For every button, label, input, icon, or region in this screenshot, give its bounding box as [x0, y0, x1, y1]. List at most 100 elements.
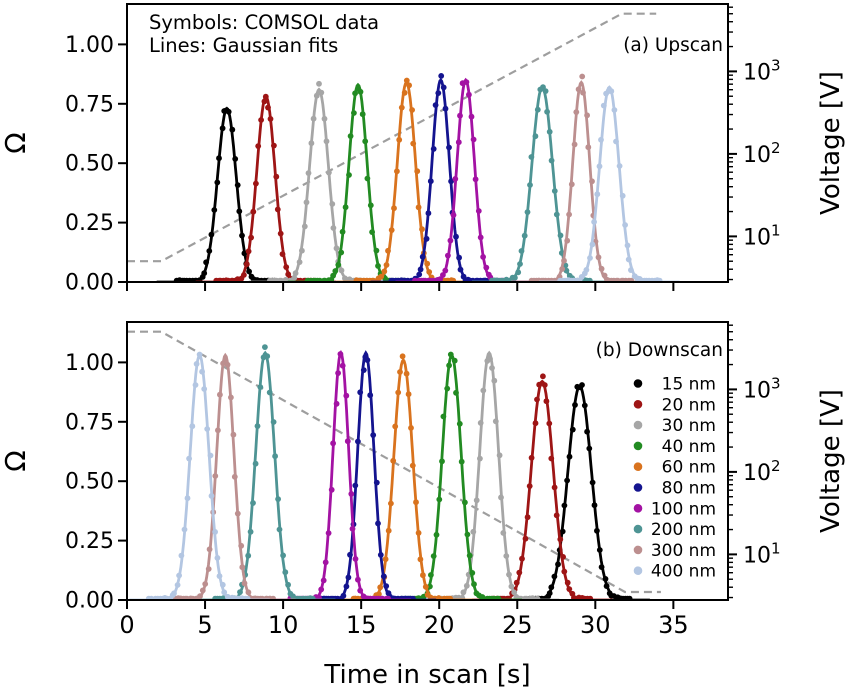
y-tick-label: 1.00: [65, 33, 114, 58]
legend-item-100nm: 100 nm: [633, 499, 716, 519]
scatter-b-60nm: [350, 353, 453, 600]
voltage-tick-label: 101: [743, 221, 781, 250]
panel-b-frame: [126, 321, 729, 601]
y-tick-label: 0.00: [65, 589, 114, 614]
y-tick-label: 0.75: [65, 92, 114, 117]
gaussian-fit-a-200nm: [472, 85, 613, 282]
x-axis-label: Time in scan [s]: [324, 660, 531, 690]
annotation: Symbols: COMSOL data Lines: Gaussian fit…: [149, 11, 379, 57]
gaussian-fit-a-100nm: [395, 77, 536, 282]
x-tick-label: 15: [346, 611, 377, 639]
y-tick-label: 0.25: [65, 529, 114, 554]
gaussian-fit-a-60nm: [336, 80, 477, 282]
scatter-a-40nm: [304, 85, 408, 282]
gaussian-fit-b-80nm: [295, 350, 437, 600]
legend-item-80nm: 80 nm: [633, 479, 716, 499]
y-tick-label: 1.00: [65, 351, 114, 376]
voltage-tick-label: 102: [743, 457, 781, 486]
y-tick-label: 0.00: [65, 271, 114, 296]
legend-item-200nm: 200 nm: [633, 520, 716, 540]
scatter-a-100nm: [412, 79, 516, 282]
voltage-axis-label-panel-a: Voltage [V]: [816, 71, 846, 215]
y-tick-label: 0.50: [65, 152, 114, 177]
legend-label: 40 nm: [662, 437, 716, 457]
x-tick-label: 5: [197, 611, 212, 639]
legend-item-300nm: 300 nm: [633, 541, 716, 561]
legend-marker-60nm: [633, 462, 643, 472]
panel-a-content: [127, 12, 680, 282]
legend-item-60nm: 60 nm: [633, 458, 716, 478]
x-tick-label: 25: [502, 611, 533, 639]
gaussian-fit-b-20nm: [472, 379, 613, 600]
gaussian-fit-b-30nm: [418, 350, 560, 600]
scatter-b-30nm: [435, 356, 541, 600]
y-axis-label-panel-b: Ω: [0, 450, 32, 472]
legend-label: 30 nm: [662, 416, 716, 436]
gaussian-fit-a-15nm: [156, 106, 298, 282]
gaussian-fit-a-400nm: [539, 85, 680, 282]
gaussian-fit-a-80nm: [370, 77, 511, 282]
legend-label: 100 nm: [651, 499, 716, 519]
legend-item-15nm: 15 nm: [633, 375, 716, 395]
annotation-line-1: Symbols: COMSOL data: [149, 11, 380, 34]
legend-item-400nm: 400 nm: [633, 562, 716, 582]
y-tick-label: 0.25: [65, 211, 114, 236]
gaussian-fit-b-100nm: [270, 349, 412, 600]
gaussian-fit-a-300nm: [511, 80, 652, 282]
gaussian-fit-b-15nm: [509, 384, 650, 600]
panel-b-label: (b) Downscan: [595, 340, 723, 361]
annotation-line-2: Lines: Gaussian fits: [149, 34, 339, 57]
panel-b-content: [127, 330, 661, 600]
legend-marker-20nm: [633, 400, 643, 409]
legend-label: 60 nm: [662, 458, 716, 478]
legend-marker-300nm: [633, 545, 643, 555]
voltage-axis-label-panel-b: Voltage [V]: [816, 389, 846, 533]
voltage-tick-label: 103: [743, 56, 781, 85]
gaussian-fit-b-60nm: [333, 357, 474, 600]
x-tick-label: 30: [580, 611, 611, 639]
legend-label: 80 nm: [662, 479, 716, 499]
scatter-b-20nm: [489, 373, 594, 600]
legend-marker-30nm: [633, 420, 643, 430]
gaussian-fit-b-400nm: [129, 352, 270, 600]
legend-label: 400 nm: [651, 562, 716, 582]
legend-label: 300 nm: [651, 541, 716, 561]
legend-item-40nm: 40 nm: [633, 437, 716, 457]
legend-label: 200 nm: [651, 520, 716, 540]
x-tick-label: 20: [424, 611, 455, 639]
gaussian-fit-a-30nm: [248, 87, 390, 282]
legend-marker-40nm: [633, 441, 643, 451]
legend-marker-80nm: [633, 483, 643, 492]
panel-a-label: (a) Upscan: [623, 35, 723, 56]
y-axis-label-panel-a: Ω: [0, 132, 32, 154]
gaussian-fit-b-300nm: [155, 352, 296, 600]
voltage-tick-label: 103: [743, 374, 781, 403]
scatter-a-15nm: [173, 107, 278, 282]
legend-marker-15nm: [633, 379, 643, 388]
voltage-tick-label: 101: [743, 539, 781, 568]
legend-item-20nm: 20 nm: [633, 395, 716, 415]
voltage-ramp-a: [127, 12, 657, 263]
legend-marker-200nm: [633, 524, 643, 534]
x-tick-label: 10: [268, 611, 299, 639]
legend-marker-100nm: [633, 504, 643, 513]
legend-label: 20 nm: [662, 395, 716, 415]
gaussian-fit-a-40nm: [287, 82, 429, 282]
gaussian-fit-b-40nm: [381, 352, 522, 600]
gaussian-fit-b-200nm: [194, 350, 336, 600]
legend-item-30nm: 30 nm: [633, 416, 716, 436]
legend-marker-400nm: [633, 566, 643, 575]
voltage-tick-label: 102: [743, 139, 781, 168]
scatter-b-15nm: [526, 382, 633, 600]
y-tick-label: 0.50: [65, 470, 114, 495]
legend-label: 15 nm: [662, 375, 716, 395]
x-tick-label: 0: [119, 611, 134, 639]
scatter-b-200nm: [212, 344, 316, 600]
y-tick-label: 0.75: [65, 410, 114, 435]
panel-a-frame: [126, 3, 729, 283]
scatter-a-300nm: [528, 73, 635, 282]
gaussian-fit-a-20nm: [195, 94, 337, 282]
